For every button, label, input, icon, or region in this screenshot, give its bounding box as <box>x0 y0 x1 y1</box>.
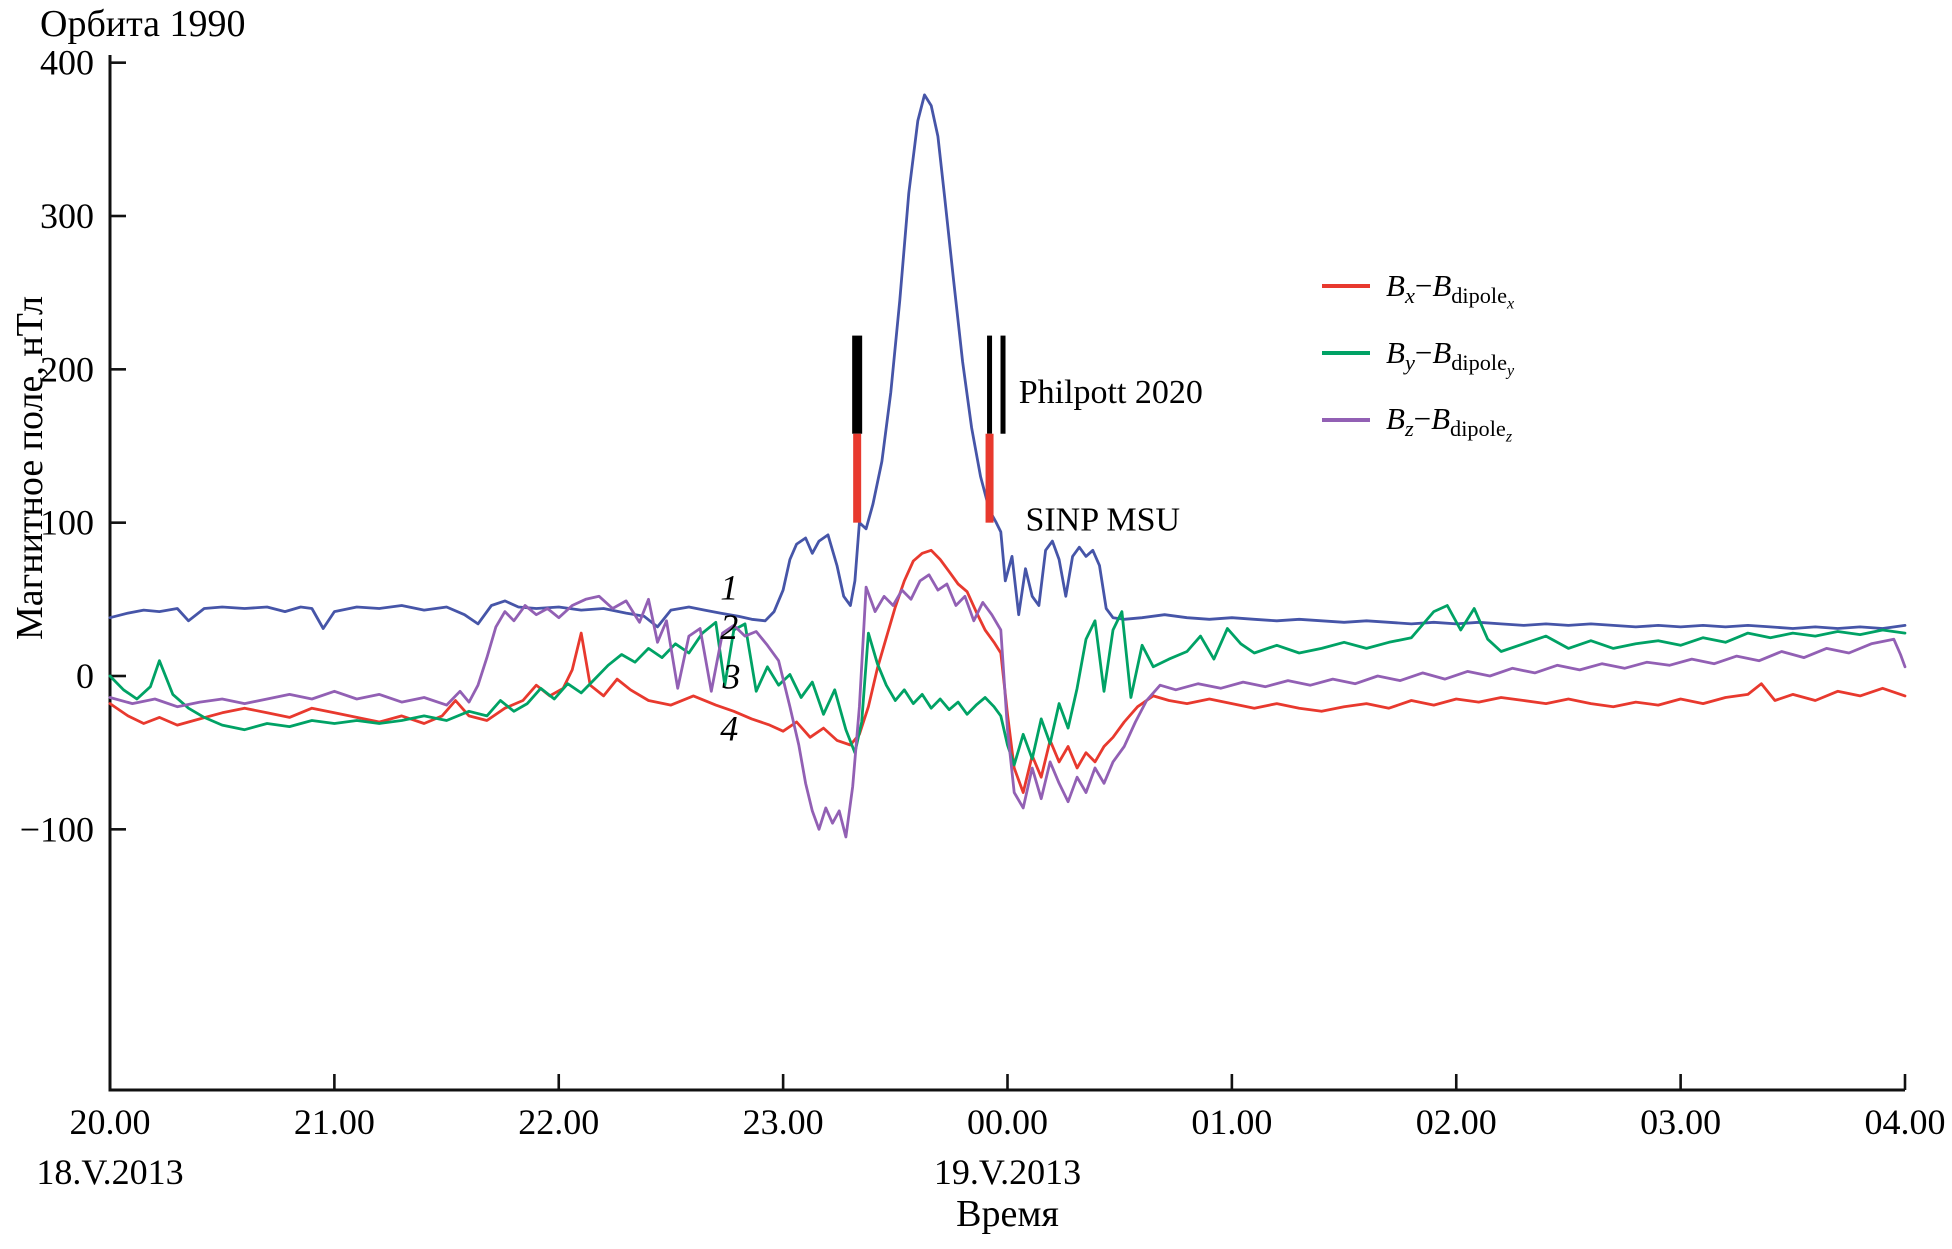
curve-label-4: 4 <box>720 708 738 748</box>
legend-item-y: By−Bdipoley <box>1322 334 1515 380</box>
date-label: 18.V.2013 <box>36 1152 183 1192</box>
series-red-bx <box>108 548 1907 794</box>
philpott-crossing-bar-2b <box>1000 335 1006 434</box>
y-tick-label: 300 <box>40 196 94 236</box>
x-tick-label: 23.00 <box>743 1102 824 1142</box>
sinp-crossing-bar-2 <box>985 433 994 523</box>
legend-label-x: Bx−Bdipolex <box>1386 268 1515 313</box>
series-purple-bz <box>108 573 1907 839</box>
legend-swatch-y <box>1322 350 1370 355</box>
legend-label-y: By−Bdipoley <box>1386 334 1515 380</box>
y-tick-label: 200 <box>40 349 94 389</box>
page-title: Орбита 1990 <box>40 3 246 45</box>
x-tick-label: 20.00 <box>70 1102 151 1142</box>
x-tick-label: 21.00 <box>294 1102 375 1142</box>
legend-item-x: Bx−Bdipolex <box>1322 268 1515 313</box>
y-tick-label: 100 <box>40 503 94 543</box>
legend-label-z: Bz−Bdipolez <box>1386 401 1513 446</box>
annotation-philpott-2020: Philpott 2020 <box>1019 374 1203 411</box>
philpott-crossing-bar-1 <box>852 335 863 434</box>
y-tick-label: 400 <box>40 43 94 83</box>
legend-item-z: Bz−Bdipolez <box>1322 401 1514 446</box>
series-blue-total <box>108 93 1907 630</box>
y-tick-label: 0 <box>76 656 94 696</box>
curve-label-3: 3 <box>722 656 741 696</box>
legend-swatch-z <box>1322 417 1370 422</box>
x-tick-label: 22.00 <box>518 1102 599 1142</box>
y-axis-title: Магнитное поле, нТл <box>9 296 51 640</box>
legend: Bx−Bdipolex By−Bdipoley Bz−Bdipolez <box>1322 268 1515 446</box>
date-label: 19.V.2013 <box>934 1152 1081 1192</box>
x-tick-label: 01.00 <box>1191 1102 1272 1142</box>
x-axis-title: Время <box>956 1193 1059 1235</box>
x-tick-label: 04.00 <box>1865 1102 1946 1142</box>
y-tick-label: −100 <box>20 809 94 849</box>
x-tick-label: 00.00 <box>967 1102 1048 1142</box>
curve-label-1: 1 <box>720 567 738 607</box>
philpott-crossing-bar-2a <box>987 335 993 434</box>
annotation-sinp-msu: SINP MSU <box>1025 501 1180 538</box>
x-tick-label: 02.00 <box>1416 1102 1497 1142</box>
series-green-by <box>108 604 1907 767</box>
sinp-crossing-bar-1 <box>853 433 862 523</box>
x-tick-label: 03.00 <box>1640 1102 1721 1142</box>
curve-label-2: 2 <box>720 607 738 647</box>
legend-swatch-x <box>1322 284 1370 289</box>
